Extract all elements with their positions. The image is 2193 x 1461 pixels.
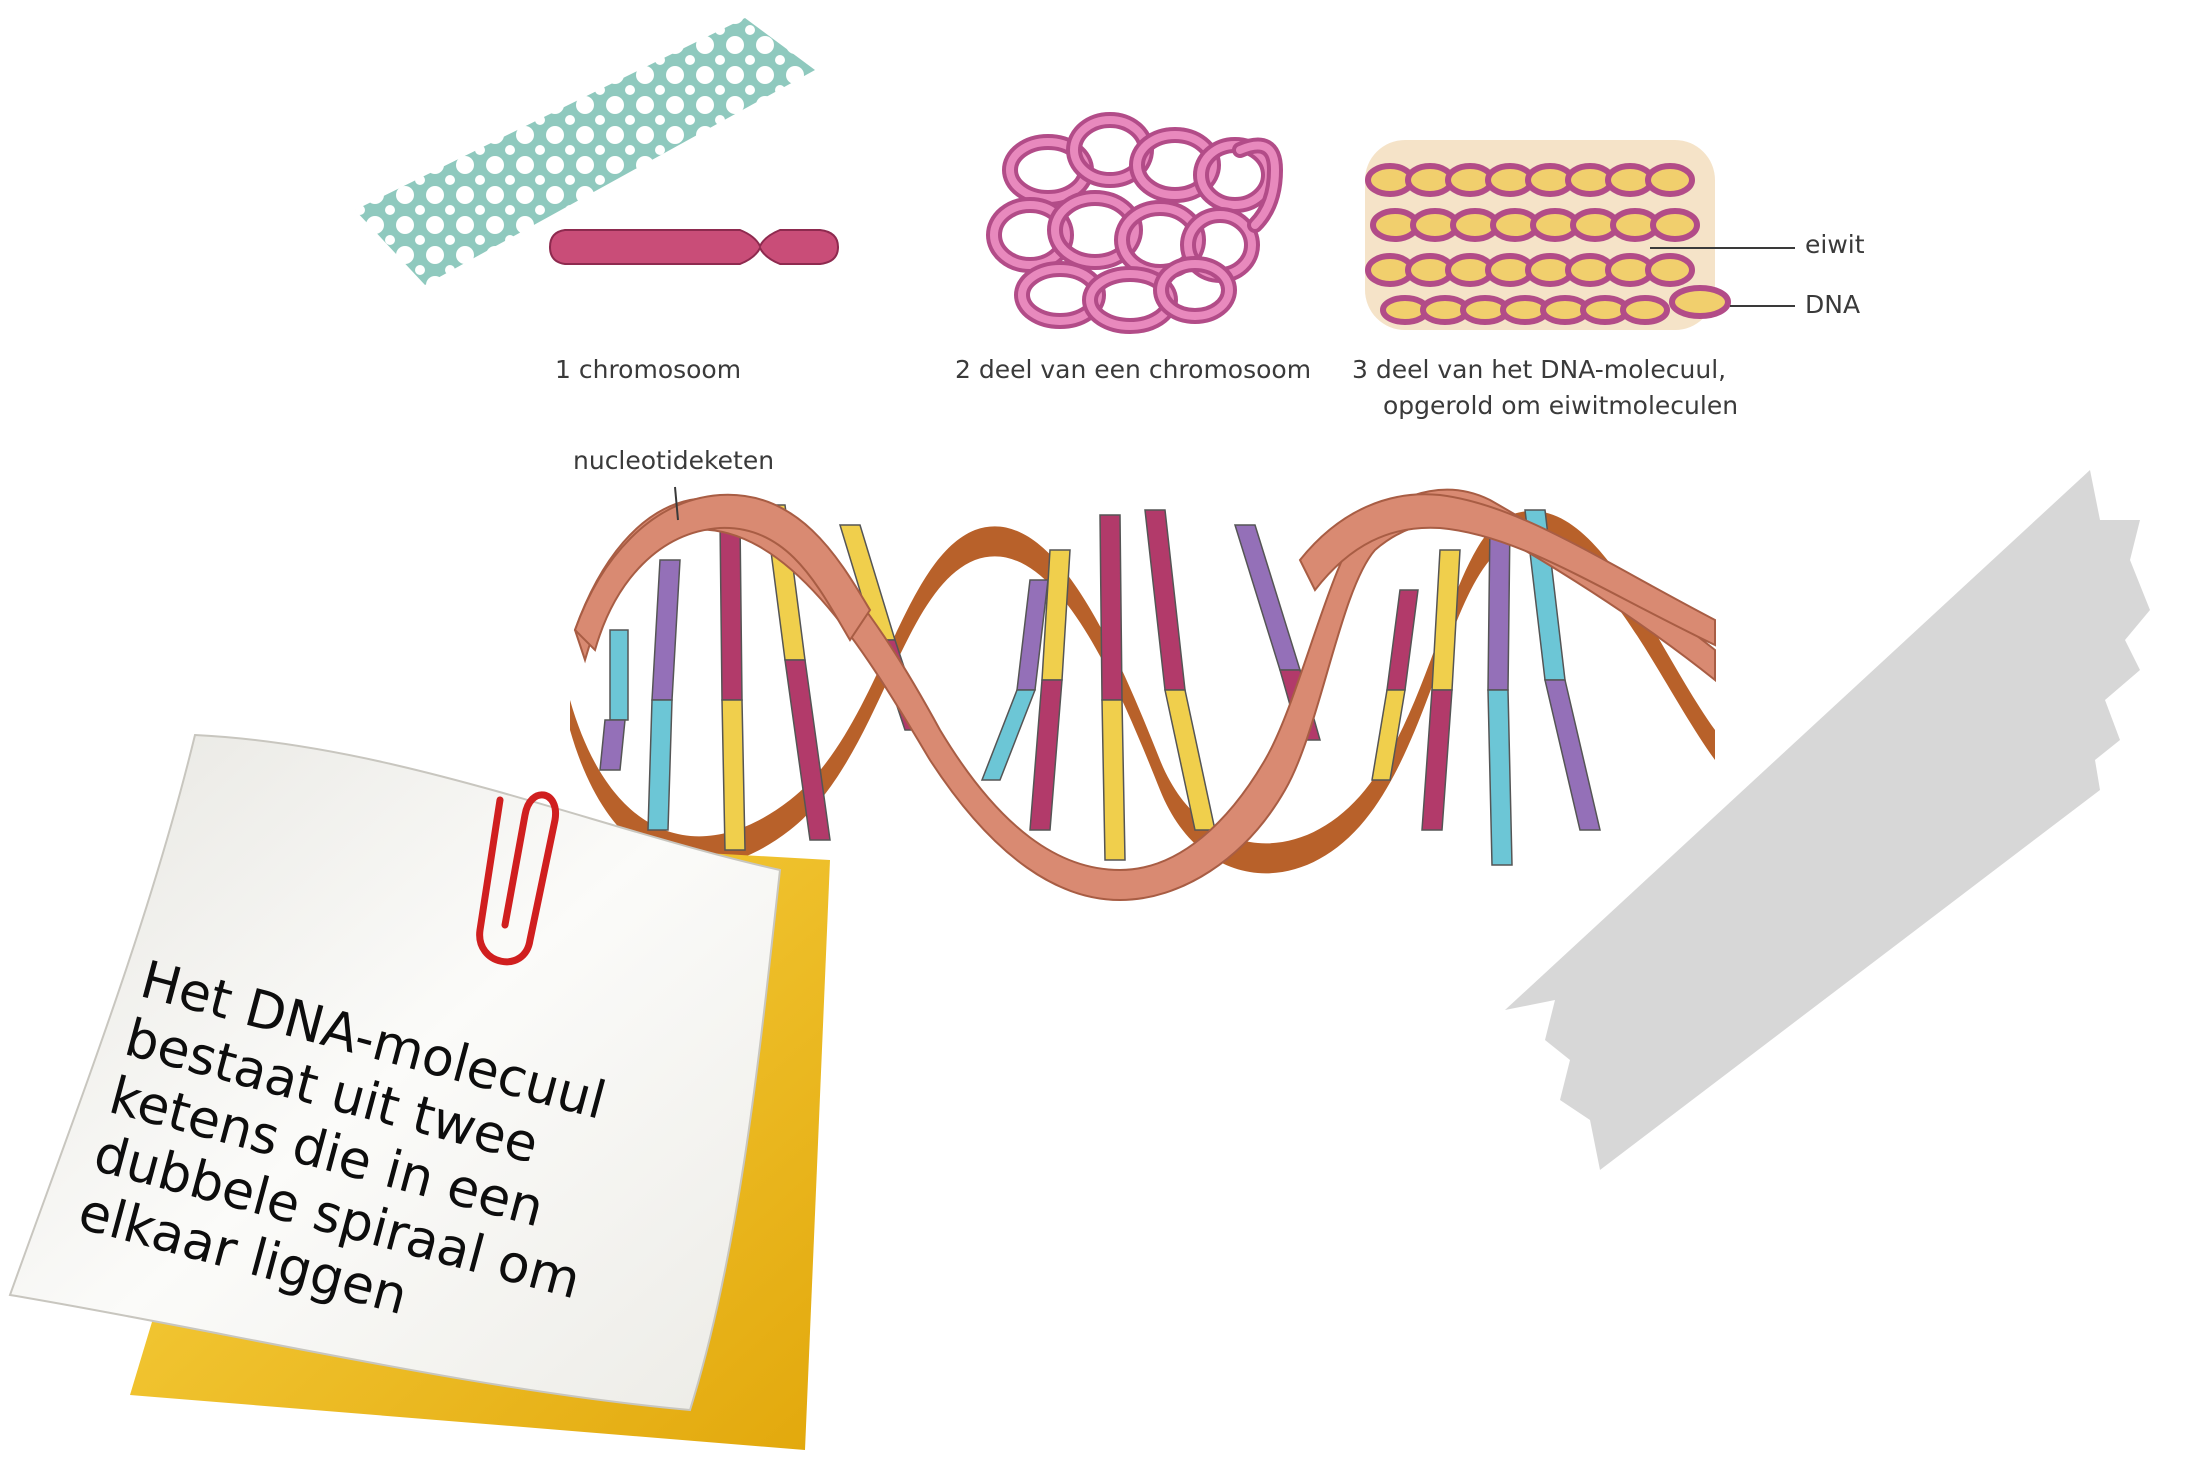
label-dna: DNA [1805, 290, 1861, 319]
label-nucleotide-chain: nucleotideketen [573, 446, 775, 475]
paper-note-front [8, 733, 782, 1412]
caption-dna-part-line1: 3 deel van het DNA-molecuul, [1352, 355, 1727, 384]
label-protein: eiwit [1805, 230, 1865, 259]
caption-dna-part-line2: opgerold om eiwitmoleculen [1383, 391, 1739, 420]
caption-chromosome-part: 2 deel van een chromosoom [955, 355, 1312, 384]
caption-chromosome: 1 chromosoom [555, 355, 742, 384]
base-pairs [599, 504, 1601, 866]
paperclip-icon [476, 791, 560, 966]
